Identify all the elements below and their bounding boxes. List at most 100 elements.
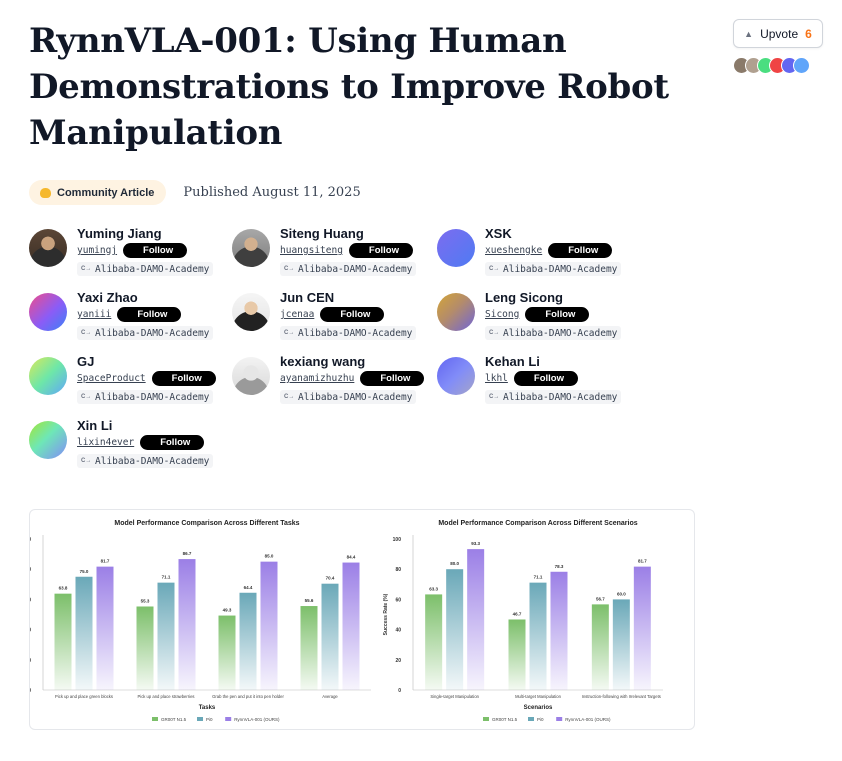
author-avatar[interactable] xyxy=(29,293,67,331)
follow-button[interactable]: Follow xyxy=(320,307,385,322)
author-org-badge[interactable]: C→ Alibaba-DAMO-Academy xyxy=(77,454,214,468)
author-username[interactable]: Sicong xyxy=(485,309,520,320)
author-username[interactable]: jcenaa xyxy=(280,309,315,320)
author-org-name: Alibaba-DAMO-Academy xyxy=(95,455,210,467)
author-name[interactable]: Yuming Jiang xyxy=(77,226,162,241)
author-avatar[interactable] xyxy=(232,357,270,395)
author-avatar[interactable] xyxy=(29,229,67,267)
author-name[interactable]: XSK xyxy=(485,226,512,241)
follow-button[interactable]: Follow xyxy=(151,371,216,386)
author-name[interactable]: Leng Sicong xyxy=(485,290,563,305)
author-username[interactable]: lkhl xyxy=(485,373,508,384)
org-logo-icon: C→ xyxy=(489,394,500,400)
author-username[interactable]: yaniii xyxy=(77,309,112,320)
badge-label: Community Article xyxy=(57,186,155,199)
author-org-badge[interactable]: C→ Alibaba-DAMO-Academy xyxy=(77,390,214,404)
bar xyxy=(75,576,93,690)
author-avatar[interactable] xyxy=(437,293,475,331)
follow-button[interactable]: Follow xyxy=(117,307,182,322)
follow-button[interactable]: Follow xyxy=(123,243,188,258)
author-org-badge[interactable]: C→ Alibaba-DAMO-Academy xyxy=(280,326,417,340)
follow-button[interactable]: Follow xyxy=(360,371,425,386)
author-username[interactable]: lixin4ever xyxy=(77,437,135,448)
upvote-button[interactable]: ▲ Upvote 6 xyxy=(733,19,823,48)
chart-title: Model Performance Comparison Across Diff… xyxy=(438,520,637,527)
author-name[interactable]: Kehan Li xyxy=(485,354,540,369)
author-org-badge[interactable]: C→ Alibaba-DAMO-Academy xyxy=(485,326,622,340)
upvoter-avatar[interactable] xyxy=(793,57,810,74)
author-username[interactable]: yumingj xyxy=(77,245,118,256)
bar-value-label: 78.3 xyxy=(555,564,564,569)
author-card: Yaxi Zhao yaniii Follow C→ Alibaba-DAMO-Acad… xyxy=(29,290,239,340)
bar-value-label: 80.0 xyxy=(450,561,459,566)
author-org-badge[interactable]: C→ Alibaba-DAMO-Academy xyxy=(485,390,622,404)
performance-figure: Model Performance Comparison Across Diff… xyxy=(29,509,695,730)
y-tick-label: 60 xyxy=(30,597,31,603)
bar-value-label: 64.4 xyxy=(244,585,253,590)
bar-value-label: 55.3 xyxy=(141,598,150,603)
author-card: Kehan Li lkhl Follow C→ Alibaba-DAMO-Academy xyxy=(437,354,647,404)
upvoter-avatars[interactable] xyxy=(733,57,810,74)
bar xyxy=(300,606,318,690)
bar xyxy=(446,569,464,690)
author-name[interactable]: GJ xyxy=(77,354,95,369)
community-article-badge[interactable]: Community Article xyxy=(29,180,167,205)
legend-swatch xyxy=(152,717,158,721)
author-avatar[interactable] xyxy=(437,229,475,267)
bar xyxy=(529,582,547,690)
author-username[interactable]: ayanamizhuzhu xyxy=(280,373,355,384)
author-org-name: Alibaba-DAMO-Academy xyxy=(95,263,210,275)
author-name[interactable]: kexiang wang xyxy=(280,354,366,369)
legend-swatch xyxy=(225,717,232,721)
x-tick-label: Single-target Manipulation xyxy=(430,694,479,699)
bar xyxy=(591,604,609,690)
follow-button[interactable]: Follow xyxy=(525,307,590,322)
author-username[interactable]: SpaceProduct xyxy=(77,373,146,384)
author-avatar[interactable] xyxy=(437,357,475,395)
author-org-badge[interactable]: C→ Alibaba-DAMO-Academy xyxy=(280,262,417,276)
legend-label: Pi0 xyxy=(206,717,213,722)
follow-button[interactable]: Follow xyxy=(140,435,205,450)
author-org-badge[interactable]: C→ Alibaba-DAMO-Academy xyxy=(77,326,214,340)
bar-value-label: 49.3 xyxy=(223,608,232,613)
x-axis-label: Tasks xyxy=(199,705,216,711)
author-org-badge[interactable]: C→ Alibaba-DAMO-Academy xyxy=(77,262,214,276)
bar-value-label: 46.7 xyxy=(513,611,522,616)
author-username[interactable]: xueshengke xyxy=(485,245,543,256)
bar xyxy=(467,549,485,690)
follow-button[interactable]: Follow xyxy=(513,371,578,386)
author-card: XSK xueshengke Follow C→ Alibaba-DAMO-Academ… xyxy=(437,226,647,276)
x-tick-label: Pick up and place green blocks xyxy=(55,694,113,699)
author-name[interactable]: Yaxi Zhao xyxy=(77,290,138,305)
author-org-badge[interactable]: C→ Alibaba-DAMO-Academy xyxy=(280,390,417,404)
author-card: Yuming Jiang yumingj Follow C→ Alibaba-DAMO-… xyxy=(29,226,239,276)
author-card: Xin Li lixin4ever Follow C→ Alibaba-DAMO-Aca… xyxy=(29,418,239,468)
author-org-name: Alibaba-DAMO-Academy xyxy=(95,391,210,403)
org-logo-icon: C→ xyxy=(284,266,295,272)
author-org-badge[interactable]: C→ Alibaba-DAMO-Academy xyxy=(485,262,622,276)
bar xyxy=(321,583,339,690)
legend-swatch xyxy=(556,717,563,721)
author-avatar[interactable] xyxy=(29,357,67,395)
bar-value-label: 70.4 xyxy=(326,576,335,581)
y-tick-label: 0 xyxy=(398,688,401,694)
y-tick-label: 0 xyxy=(30,688,31,694)
org-logo-icon: C→ xyxy=(81,266,92,272)
author-avatar[interactable] xyxy=(232,293,270,331)
author-username[interactable]: huangsiteng xyxy=(280,245,343,256)
upvote-label: Upvote xyxy=(760,26,799,41)
follow-button[interactable]: Follow xyxy=(348,243,413,258)
follow-button[interactable]: Follow xyxy=(548,243,613,258)
author-name[interactable]: Jun CEN xyxy=(280,290,335,305)
author-name[interactable]: Siteng Huang xyxy=(280,226,364,241)
author-name[interactable]: Xin Li xyxy=(77,418,113,433)
y-tick-label: 40 xyxy=(30,628,31,634)
bar xyxy=(178,559,196,690)
chart-title: Model Performance Comparison Across Diff… xyxy=(114,520,299,527)
bar xyxy=(96,566,114,690)
bar-value-label: 93.3 xyxy=(471,541,480,546)
bar xyxy=(612,599,630,690)
author-avatar[interactable] xyxy=(232,229,270,267)
bar-value-label: 75.0 xyxy=(80,569,89,574)
author-avatar[interactable] xyxy=(29,421,67,459)
